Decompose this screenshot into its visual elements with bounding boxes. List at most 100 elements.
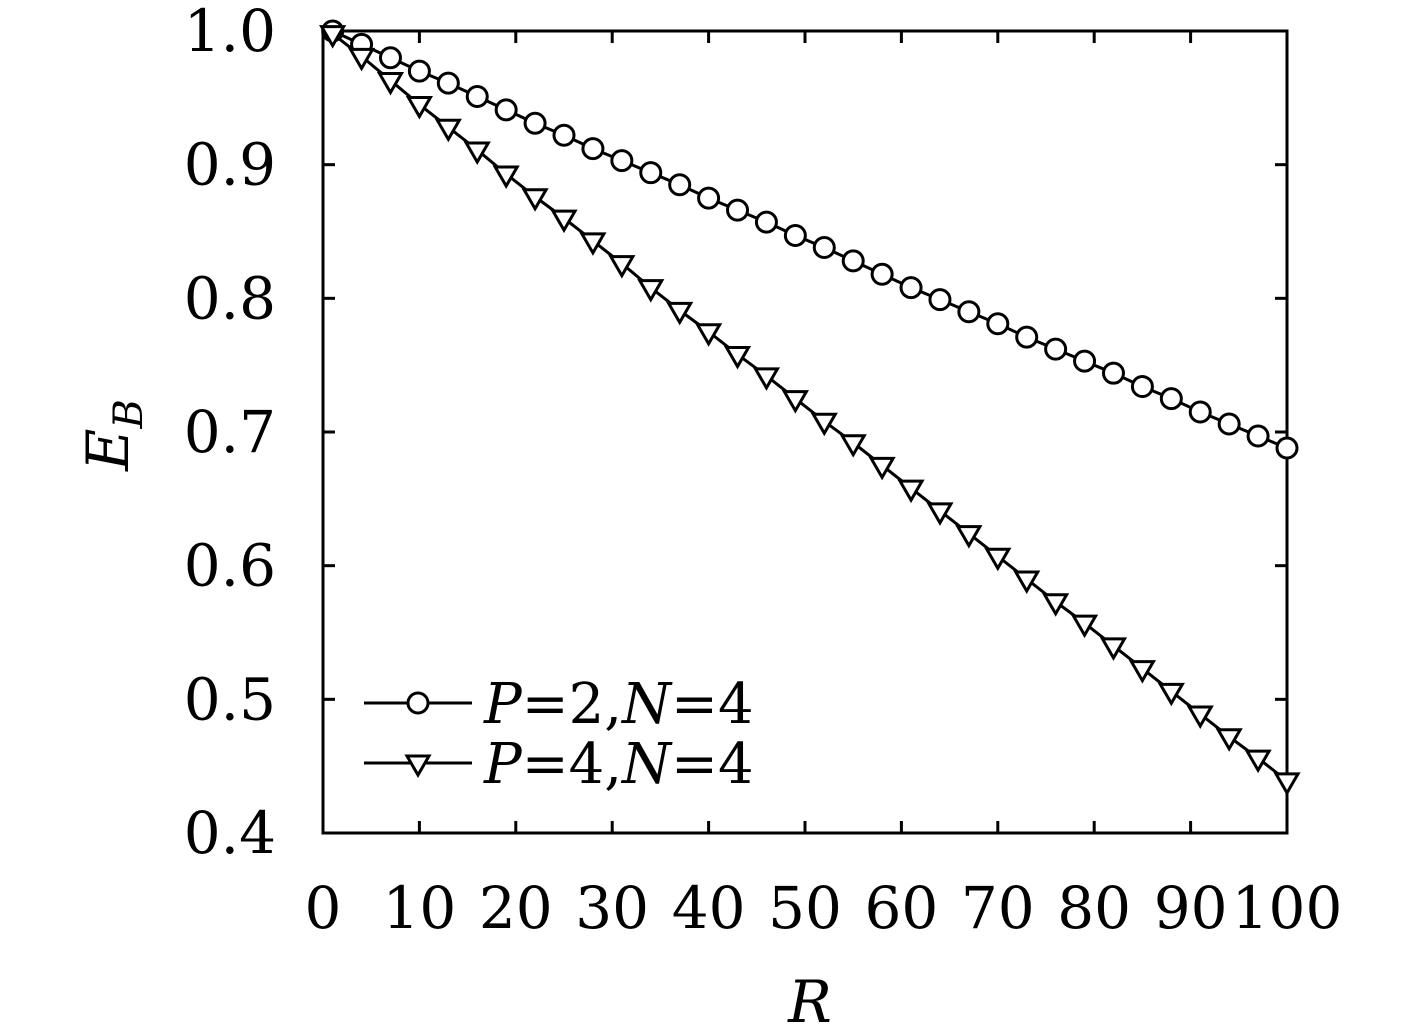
series-layer (319, 19, 1301, 796)
x-tick-label: 70 (961, 874, 1035, 942)
data-point-triangle (984, 547, 1012, 572)
data-point-triangle (868, 456, 896, 481)
data-point-triangle (521, 188, 549, 212)
data-point-circle (783, 224, 807, 248)
x-axis-ticks: 0 10 20 30 40 50 60 70 80 90 100 (305, 31, 1343, 942)
data-point-triangle (319, 25, 347, 49)
x-tick-label: 90 (1154, 874, 1228, 942)
data-point-triangle (926, 502, 954, 526)
data-point-circle (928, 288, 952, 312)
data-point-triangle (1157, 682, 1185, 707)
x-tick-label: 40 (672, 874, 746, 942)
data-point-circle (697, 186, 721, 210)
data-point-triangle (752, 367, 781, 391)
data-point-triangle (897, 479, 925, 504)
data-point-circle (1130, 375, 1154, 399)
data-point-circle (639, 161, 663, 185)
data-point-circle (523, 111, 547, 135)
data-point-circle (581, 137, 605, 161)
data-point-circle (552, 123, 576, 147)
y-axis-label-main: E (74, 429, 142, 472)
data-point-triangle (781, 390, 809, 414)
data-point-triangle (1215, 728, 1243, 752)
legend-label-series-1: P=2,N=4 (483, 672, 754, 737)
data-point-circle (1044, 337, 1068, 361)
y-tick-label: 1.0 (184, 0, 276, 65)
data-point-triangle (492, 165, 520, 190)
y-axis-label: EB (74, 399, 152, 472)
data-point-circle (1101, 361, 1125, 385)
data-point-circle (1015, 325, 1039, 349)
y-axis-label-subscript: B (106, 399, 152, 429)
data-point-triangle (1070, 614, 1099, 639)
legend-marker-triangle (404, 754, 432, 778)
x-tick-label: 60 (864, 874, 938, 942)
data-point-triangle (723, 345, 752, 370)
data-point-circle (870, 262, 894, 286)
data-point-triangle (463, 141, 491, 165)
data-point-triangle (637, 279, 665, 303)
data-point-triangle (550, 209, 578, 234)
data-point-circle (899, 276, 923, 300)
y-tick-label: 0.8 (184, 264, 276, 332)
data-point-triangle (1042, 593, 1070, 617)
data-point-circle (812, 236, 836, 260)
data-point-triangle (810, 412, 838, 437)
x-tick-label: 30 (575, 874, 649, 942)
data-point-circle (986, 312, 1010, 336)
y-tick-label: 0.4 (184, 799, 276, 867)
series-line-2 (331, 32, 1288, 783)
data-point-circle (1246, 424, 1270, 448)
data-point-triangle (955, 525, 983, 549)
data-point-circle (841, 249, 865, 273)
x-tick-label: 80 (1057, 874, 1131, 942)
plot-frame (321, 29, 1289, 835)
x-tick-label: 50 (768, 874, 842, 942)
data-point-triangle (376, 71, 405, 96)
data-point-triangle (1099, 637, 1128, 661)
data-point-triangle (694, 323, 723, 347)
x-tick-label: 0 (305, 874, 342, 942)
data-point-triangle (405, 96, 434, 120)
data-point-circle (1159, 387, 1183, 411)
data-point-circle (754, 210, 778, 234)
y-tick-label: 0.9 (184, 131, 276, 199)
data-point-circle (1275, 436, 1299, 460)
data-point-circle (610, 149, 634, 173)
data-point-circle (726, 198, 750, 222)
data-point-triangle (1273, 772, 1301, 796)
data-point-triangle (666, 301, 694, 326)
data-point-circle (1217, 412, 1241, 436)
data-point-triangle (608, 255, 636, 279)
data-point-circle (668, 173, 692, 197)
data-point-circle (494, 98, 518, 122)
legend-marker-circle (406, 691, 430, 715)
data-point-triangle (434, 118, 462, 143)
y-tick-label: 0.5 (184, 665, 276, 733)
data-point-triangle (347, 47, 376, 72)
data-point-circle (1073, 349, 1097, 373)
data-point-circle (378, 46, 402, 70)
legend-label-series-2: P=4,N=4 (483, 732, 754, 797)
series-line-1 (332, 29, 1288, 450)
data-point-circle (465, 84, 489, 108)
x-tick-label: 100 (1232, 874, 1343, 942)
legend: P=2,N=4 P=4,N=4 (364, 672, 754, 797)
legend-entry-series-1: P=2,N=4 (364, 672, 754, 737)
x-axis-label: R (787, 968, 832, 1032)
y-tick-label: 0.6 (184, 532, 276, 600)
legend-entry-series-2: P=4,N=4 (364, 732, 754, 797)
data-point-circle (436, 71, 460, 95)
data-point-triangle (1186, 705, 1214, 730)
y-tick-label: 0.7 (184, 398, 276, 466)
data-point-triangle (1013, 570, 1041, 595)
x-tick-label: 20 (479, 874, 553, 942)
x-tick-label: 10 (382, 874, 456, 942)
svg-text:EB: EB (74, 399, 152, 472)
data-point-circle (1188, 400, 1212, 424)
data-point-circle (957, 300, 981, 324)
data-point-triangle (1244, 749, 1272, 774)
y-axis-ticks: 0.4 0.5 0.6 0.7 0.8 0.9 1.0 (184, 0, 1287, 867)
data-point-triangle (579, 232, 607, 256)
